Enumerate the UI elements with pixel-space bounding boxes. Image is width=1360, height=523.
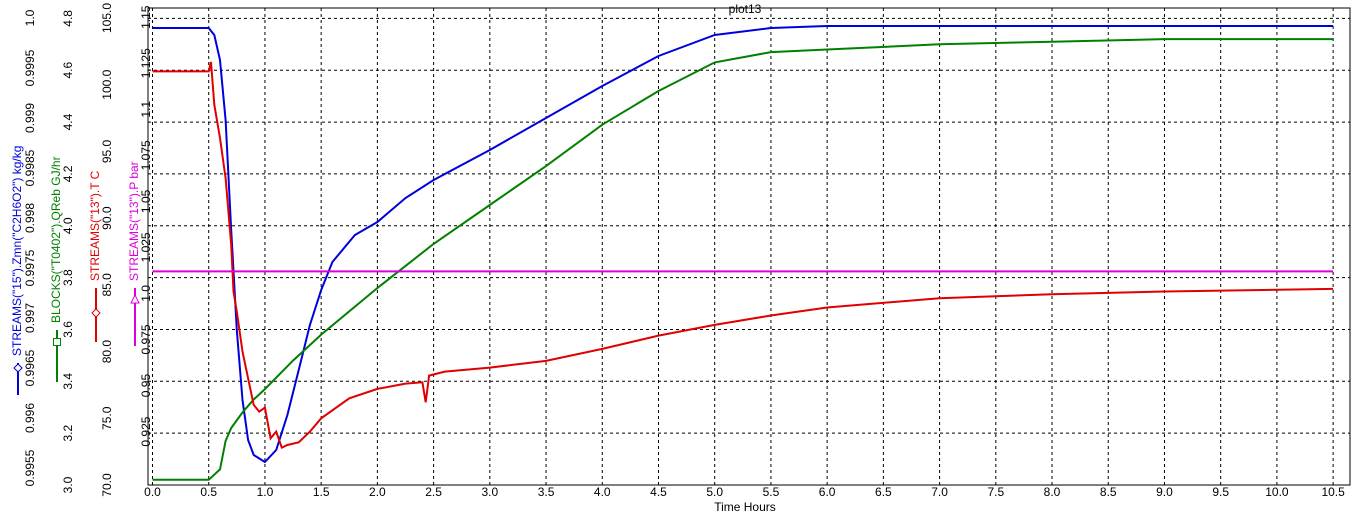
y-tick-label: 3.4 — [61, 373, 75, 390]
x-tick-label: 5.0 — [706, 485, 723, 499]
legend-marker — [53, 338, 61, 346]
y-tick-label: 0.997 — [23, 303, 37, 333]
y-tick-label: 4.0 — [61, 217, 75, 234]
legend-marker — [130, 293, 140, 304]
y-tick-label: 3.8 — [61, 269, 75, 286]
y-tick-label: 1.025 — [139, 232, 153, 262]
y-tick-label: 0.999 — [23, 103, 37, 133]
x-tick-label: 10.5 — [1321, 485, 1345, 499]
x-tick-label: 3.5 — [538, 485, 555, 499]
x-tick-label: 7.0 — [931, 485, 948, 499]
y-tick-label: 3.0 — [61, 476, 75, 493]
y-tick-label: 0.975 — [139, 324, 153, 354]
x-tick-label: 4.5 — [650, 485, 667, 499]
x-tick-label: 8.0 — [1044, 485, 1061, 499]
x-tick-label: 0.0 — [144, 485, 161, 499]
x-tick-label: 0.5 — [200, 485, 217, 499]
y-tick-label: 4.4 — [61, 113, 75, 130]
x-tick-label: 9.5 — [1212, 485, 1229, 499]
x-tick-label: 2.5 — [425, 485, 442, 499]
y-tick-label: 3.2 — [61, 424, 75, 441]
x-tick-label: 4.0 — [594, 485, 611, 499]
legend-label: BLOCKS("T0402").QReb GJ/hr — [49, 156, 63, 323]
y-tick-label: 80.0 — [100, 340, 114, 364]
plot-frame — [147, 7, 1351, 486]
series-line — [152, 38, 1334, 481]
y-tick-label: 0.9955 — [23, 449, 37, 486]
x-tick-label: 8.5 — [1100, 485, 1117, 499]
y-tick-label: 1.1 — [139, 101, 153, 118]
y-tick-label: 90.0 — [100, 206, 114, 230]
y-tick-label: 0.996 — [23, 403, 37, 433]
legend-marker — [13, 363, 23, 373]
plot-area — [148, 8, 1350, 485]
chart-title: plot13 — [729, 2, 762, 16]
y-tick-label: 3.6 — [61, 321, 75, 338]
y-tick-label: 75.0 — [100, 406, 114, 430]
y-tick-label: 0.9995 — [23, 49, 37, 86]
y-tick-label: 1.075 — [139, 140, 153, 170]
x-tick-label: 10.0 — [1265, 485, 1289, 499]
legend-label: STREAMS("15").Zmn("C2H6O2") kg/kg — [10, 146, 24, 356]
y-tick-label: 85.0 — [100, 273, 114, 297]
y-tick-label: 0.998 — [23, 203, 37, 233]
y-tick-label: 1.125 — [139, 48, 153, 78]
y-tick-label: 105.0 — [100, 3, 114, 33]
x-tick-label: 6.5 — [875, 485, 892, 499]
x-tick-label: 1.0 — [257, 485, 274, 499]
y-tick-label: 1.05 — [139, 189, 153, 213]
y-tick-label: 95.0 — [100, 139, 114, 163]
y-tick-label: 0.9965 — [23, 349, 37, 386]
y-tick-label: 0.925 — [139, 416, 153, 446]
y-tick-label: 0.95 — [139, 374, 153, 398]
x-tick-label: 1.5 — [313, 485, 330, 499]
legend-label: STREAMS("13").T C — [88, 170, 102, 281]
x-tick-label: 5.5 — [763, 485, 780, 499]
y-tick-label: 0.9985 — [23, 149, 37, 186]
legend-marker — [91, 308, 101, 318]
y-tick-label: 4.6 — [61, 62, 75, 79]
x-tick-label: 6.0 — [819, 485, 836, 499]
y-tick-label: 1.15 — [139, 5, 153, 29]
x-tick-label: 7.5 — [987, 485, 1004, 499]
x-tick-label: 9.0 — [1156, 485, 1173, 499]
y-tick-label: 70.0 — [100, 473, 114, 497]
series-line — [152, 25, 1334, 464]
legend-label: STREAMS("13").P bar — [127, 161, 141, 281]
y-tick-label: 0.9975 — [23, 249, 37, 286]
x-axis-title: Time Hours — [714, 500, 776, 514]
y-tick-label: 1.0 — [139, 285, 153, 302]
y-tick-label: 4.2 — [61, 165, 75, 182]
y-tick-label: 1.0 — [23, 9, 37, 26]
series-line — [152, 61, 1334, 449]
y-tick-label: 4.8 — [61, 10, 75, 27]
x-tick-label: 3.0 — [481, 485, 498, 499]
y-tick-label: 100.0 — [100, 69, 114, 99]
x-tick-label: 2.0 — [369, 485, 386, 499]
